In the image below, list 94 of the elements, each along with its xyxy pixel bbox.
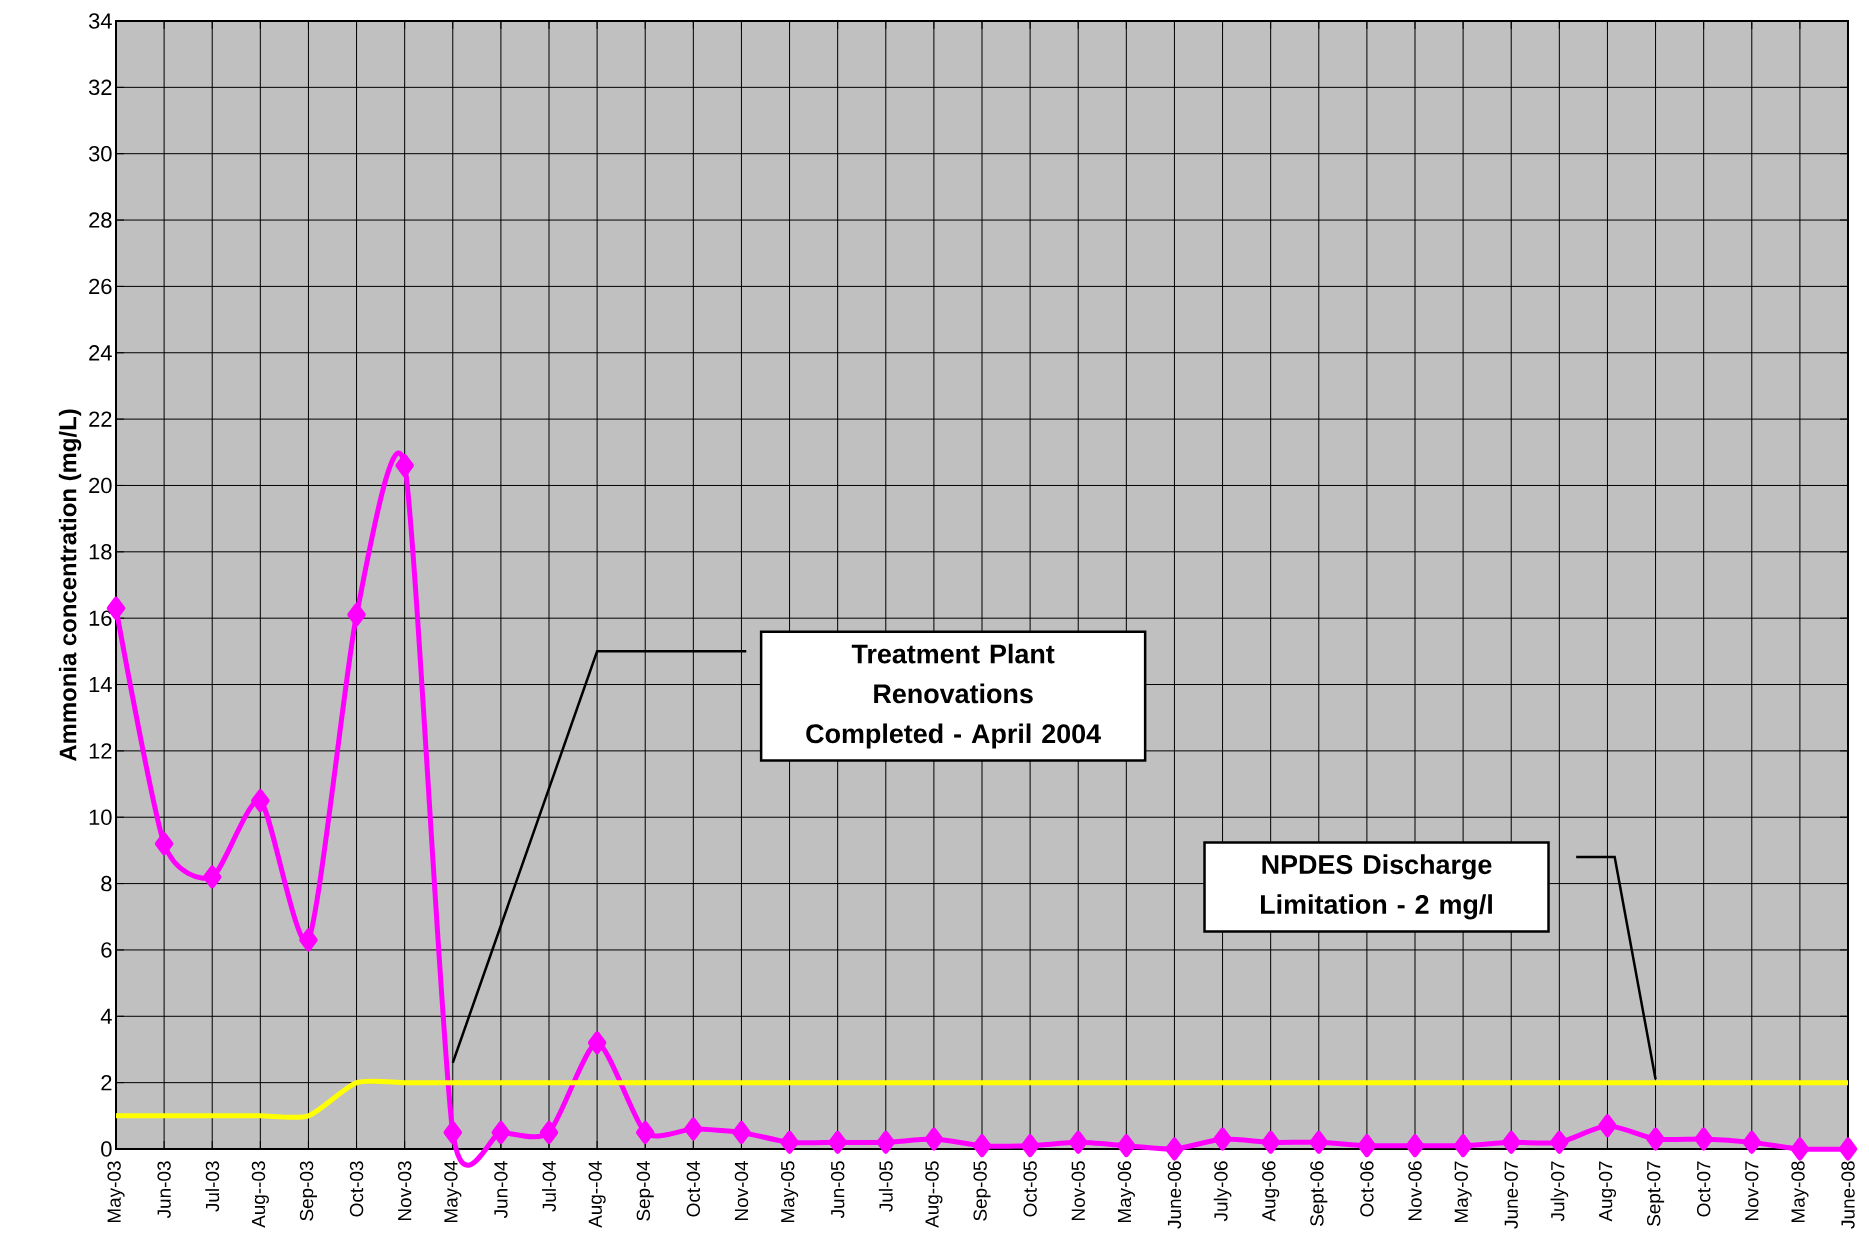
y-tick-label: 10 (89, 809, 112, 825)
point (251, 789, 270, 813)
y-tick-label: 14 (89, 676, 112, 693)
point (1357, 1134, 1377, 1158)
point (1838, 1137, 1858, 1161)
x-tick-label: Sep-04 (636, 1161, 654, 1221)
x-tick-label: May-07 (1454, 1161, 1472, 1223)
x-tick-label: Nov-05 (1071, 1161, 1085, 1220)
y-tick-label: 4 (100, 1008, 112, 1024)
x-tick-label: Nov-07 (1745, 1161, 1759, 1220)
point (1646, 1127, 1665, 1151)
y-tick-label: 28 (89, 212, 112, 228)
point (828, 1130, 847, 1154)
x-tick-label: Sept-06 (1310, 1161, 1328, 1226)
point (154, 832, 174, 856)
point (1790, 1137, 1810, 1161)
x-tick-label: Oct-04 (686, 1161, 701, 1217)
x-tick-label: Nov-03 (397, 1161, 412, 1220)
x-tick-label: Aug-06 (1262, 1161, 1280, 1222)
y-axis-title: Ammonia concentration (mg/L) (58, 409, 82, 762)
point (1694, 1127, 1713, 1151)
point (587, 1031, 607, 1055)
y-tick-label: 8 (101, 875, 112, 892)
point (732, 1120, 751, 1144)
x-tick-label: May-05 (780, 1161, 799, 1223)
x-tick-label: Aug--03 (251, 1161, 269, 1228)
point (1068, 1130, 1088, 1154)
point (395, 454, 414, 478)
x-tick-label: Sept-07 (1646, 1161, 1665, 1226)
x-tick-label: Oct-03 (349, 1161, 364, 1217)
x-tick-label: Jun-04 (494, 1161, 508, 1219)
y-tick-label: 20 (89, 477, 112, 494)
point (1020, 1134, 1040, 1158)
x-tick-label: Jul-03 (205, 1161, 220, 1212)
point (1501, 1130, 1521, 1154)
x-tick-label: Sep-05 (973, 1161, 991, 1221)
point (1742, 1130, 1762, 1154)
point (1165, 1137, 1184, 1161)
x-tick-label: Oct-07 (1696, 1161, 1711, 1217)
point (1405, 1134, 1425, 1158)
point (347, 603, 366, 627)
point (876, 1130, 896, 1154)
y-tick-label: 2 (101, 1074, 112, 1091)
x-tick-label: May-04 (444, 1161, 462, 1223)
x-tick-label: July-06 (1213, 1161, 1232, 1222)
x-tick-label: June-08 (1841, 1161, 1855, 1229)
x-tick-label: May-06 (1117, 1161, 1135, 1223)
point (1117, 1134, 1136, 1158)
x-tick-label: Jul-04 (542, 1161, 556, 1212)
y-tick-label: 34 (88, 13, 112, 29)
point (1598, 1114, 1617, 1138)
point (684, 1117, 703, 1141)
y-tick-label: 12 (89, 743, 112, 759)
point (1550, 1130, 1569, 1154)
x-tick-label: Jun-03 (157, 1161, 171, 1219)
y-tick-label: 6 (101, 942, 112, 958)
point (635, 1120, 655, 1144)
y-tick-label: 18 (89, 544, 112, 560)
x-tick-label: May-08 (1791, 1161, 1809, 1223)
annotation: Treatment Plant Renovations Completed - April 2004 (806, 643, 1101, 749)
point (1453, 1134, 1473, 1158)
annotation: NPDES Discharge Limitation - 2 mg/l (1261, 854, 1492, 920)
x-tick-label: Oct-05 (1023, 1161, 1037, 1217)
point (1213, 1127, 1232, 1151)
point (443, 1120, 463, 1144)
y-tick-label: 0 (101, 1141, 112, 1157)
point (539, 1120, 559, 1144)
x-tick-label: Nov-04 (734, 1161, 749, 1220)
x-tick-label: Aug--05 (925, 1161, 943, 1228)
point (202, 865, 222, 889)
point (1261, 1130, 1280, 1154)
x-tick-label: Aug--04 (588, 1161, 606, 1228)
x-tick-label: Nov-06 (1408, 1161, 1422, 1220)
x-tick-label: Oct-06 (1360, 1161, 1374, 1217)
point (972, 1134, 992, 1158)
x-tick-label: June-07 (1504, 1161, 1518, 1229)
x-tick-label: July-07 (1550, 1161, 1569, 1222)
point (924, 1127, 944, 1151)
x-tick-label: May-03 (107, 1161, 125, 1223)
y-tick-label: 32 (88, 79, 112, 96)
point (780, 1130, 799, 1154)
x-tick-label: Jun-05 (830, 1161, 845, 1219)
x-tick-label: Aug-07 (1598, 1161, 1617, 1222)
y-tick-label: 22 (89, 411, 112, 427)
y-tick-label: 26 (89, 278, 112, 295)
y-tick-label: 16 (89, 610, 112, 626)
y-tick-label: 24 (89, 345, 112, 361)
y-tick-label: 30 (88, 145, 112, 162)
point (299, 928, 318, 952)
x-tick-label: Sep-03 (299, 1161, 318, 1221)
x-tick-label: June-06 (1167, 1161, 1182, 1229)
point (1309, 1130, 1329, 1154)
x-tick-label: Jul-05 (878, 1161, 893, 1212)
point (491, 1120, 511, 1144)
